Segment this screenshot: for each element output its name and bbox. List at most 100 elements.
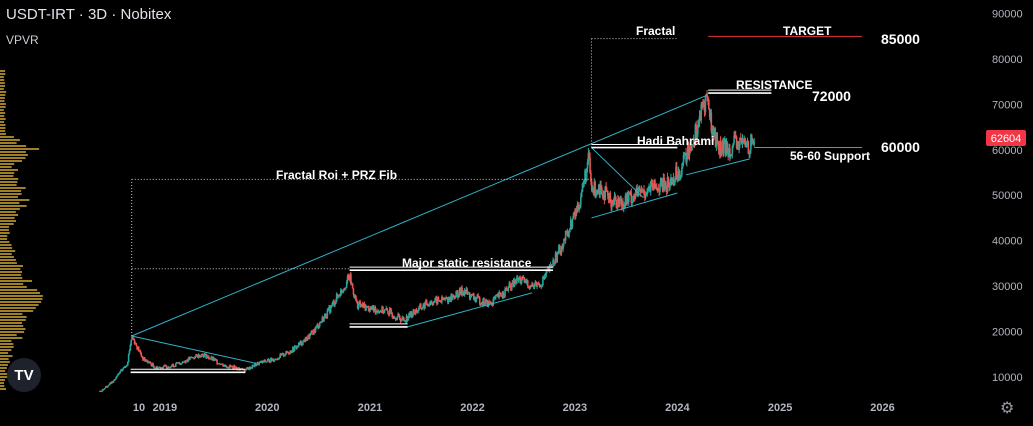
candle[interactable] — [238, 367, 240, 369]
candle[interactable] — [323, 316, 325, 322]
candle[interactable] — [446, 296, 448, 300]
candle[interactable] — [164, 364, 166, 367]
candle[interactable] — [382, 306, 384, 314]
candle[interactable] — [330, 304, 333, 309]
candle[interactable] — [493, 295, 495, 302]
candle[interactable] — [110, 381, 113, 384]
candle[interactable] — [189, 356, 191, 361]
candle[interactable] — [250, 366, 253, 369]
candle[interactable] — [302, 339, 305, 342]
candle[interactable] — [342, 289, 345, 294]
candle[interactable] — [669, 179, 671, 191]
candle[interactable] — [649, 180, 652, 196]
candle[interactable] — [368, 308, 371, 313]
candle[interactable] — [584, 168, 586, 184]
candle[interactable] — [349, 272, 351, 283]
candle[interactable] — [398, 314, 401, 321]
candle[interactable] — [532, 282, 534, 287]
candle[interactable] — [510, 285, 512, 292]
candle[interactable] — [308, 333, 310, 340]
candle[interactable] — [505, 286, 508, 291]
candle[interactable] — [536, 284, 538, 290]
candle[interactable] — [607, 193, 610, 204]
candle[interactable] — [353, 294, 356, 299]
candle[interactable] — [195, 354, 197, 358]
candle[interactable] — [297, 345, 299, 347]
candle[interactable] — [555, 252, 558, 263]
candle[interactable] — [526, 278, 528, 286]
candle[interactable] — [409, 311, 411, 318]
candle[interactable] — [142, 356, 145, 361]
candle[interactable] — [370, 305, 372, 310]
candle[interactable] — [114, 378, 116, 381]
candle[interactable] — [742, 138, 745, 144]
candle[interactable] — [709, 109, 712, 123]
candle[interactable] — [182, 361, 185, 363]
candle[interactable] — [638, 185, 641, 191]
candle[interactable] — [436, 295, 438, 306]
candles[interactable] — [99, 90, 756, 393]
candle[interactable] — [615, 196, 617, 209]
candle[interactable] — [553, 258, 555, 265]
candle[interactable] — [315, 325, 318, 329]
candle[interactable] — [730, 153, 733, 157]
candle[interactable] — [654, 183, 657, 189]
candle[interactable] — [489, 301, 491, 305]
candle[interactable] — [304, 337, 307, 343]
candle[interactable] — [638, 185, 640, 197]
candle[interactable] — [115, 376, 117, 380]
candle[interactable] — [621, 200, 623, 207]
gear-icon[interactable]: ⚙ — [1000, 400, 1015, 417]
candle[interactable] — [167, 365, 170, 369]
candle[interactable] — [653, 179, 655, 191]
candle[interactable] — [617, 195, 620, 207]
candle[interactable] — [140, 351, 143, 357]
candle[interactable] — [644, 190, 646, 202]
candle[interactable] — [120, 368, 122, 372]
candle[interactable] — [475, 297, 478, 303]
candle[interactable] — [244, 369, 247, 372]
candle[interactable] — [456, 290, 458, 293]
candle[interactable] — [196, 353, 198, 357]
candle[interactable] — [428, 302, 431, 308]
candle[interactable] — [558, 244, 561, 254]
candle[interactable] — [505, 287, 507, 292]
candle[interactable] — [180, 362, 183, 365]
candle[interactable] — [601, 193, 604, 200]
candle[interactable] — [324, 313, 326, 319]
candle[interactable] — [572, 212, 575, 220]
candle[interactable] — [658, 188, 660, 197]
candle[interactable] — [519, 275, 521, 284]
candle[interactable] — [387, 310, 389, 315]
candle[interactable] — [180, 362, 182, 366]
candle[interactable] — [727, 148, 729, 161]
candle[interactable] — [163, 365, 165, 368]
candle[interactable] — [348, 274, 351, 281]
candle[interactable] — [691, 144, 693, 152]
candle[interactable] — [360, 303, 362, 308]
symbol-header[interactable]: USDT-IRT · 3D · Nobitex — [6, 6, 171, 23]
candle[interactable] — [259, 361, 261, 363]
candle[interactable] — [251, 364, 254, 369]
candle[interactable] — [714, 127, 717, 148]
candle[interactable] — [723, 137, 725, 157]
candle[interactable] — [212, 356, 214, 361]
candle[interactable] — [300, 340, 303, 346]
candle[interactable] — [644, 191, 647, 200]
candle[interactable] — [600, 180, 602, 191]
candle[interactable] — [261, 360, 264, 364]
candle[interactable] — [303, 338, 306, 343]
candle[interactable] — [123, 365, 126, 368]
candle[interactable] — [414, 312, 416, 316]
candle[interactable] — [365, 304, 367, 311]
candle[interactable] — [369, 306, 372, 312]
candle[interactable] — [143, 357, 146, 362]
candle[interactable] — [174, 365, 176, 367]
candle[interactable] — [201, 353, 204, 356]
candle[interactable] — [672, 172, 675, 186]
candle[interactable] — [567, 230, 569, 237]
candle[interactable] — [361, 303, 363, 307]
candle[interactable] — [377, 310, 379, 314]
candle[interactable] — [704, 95, 707, 116]
